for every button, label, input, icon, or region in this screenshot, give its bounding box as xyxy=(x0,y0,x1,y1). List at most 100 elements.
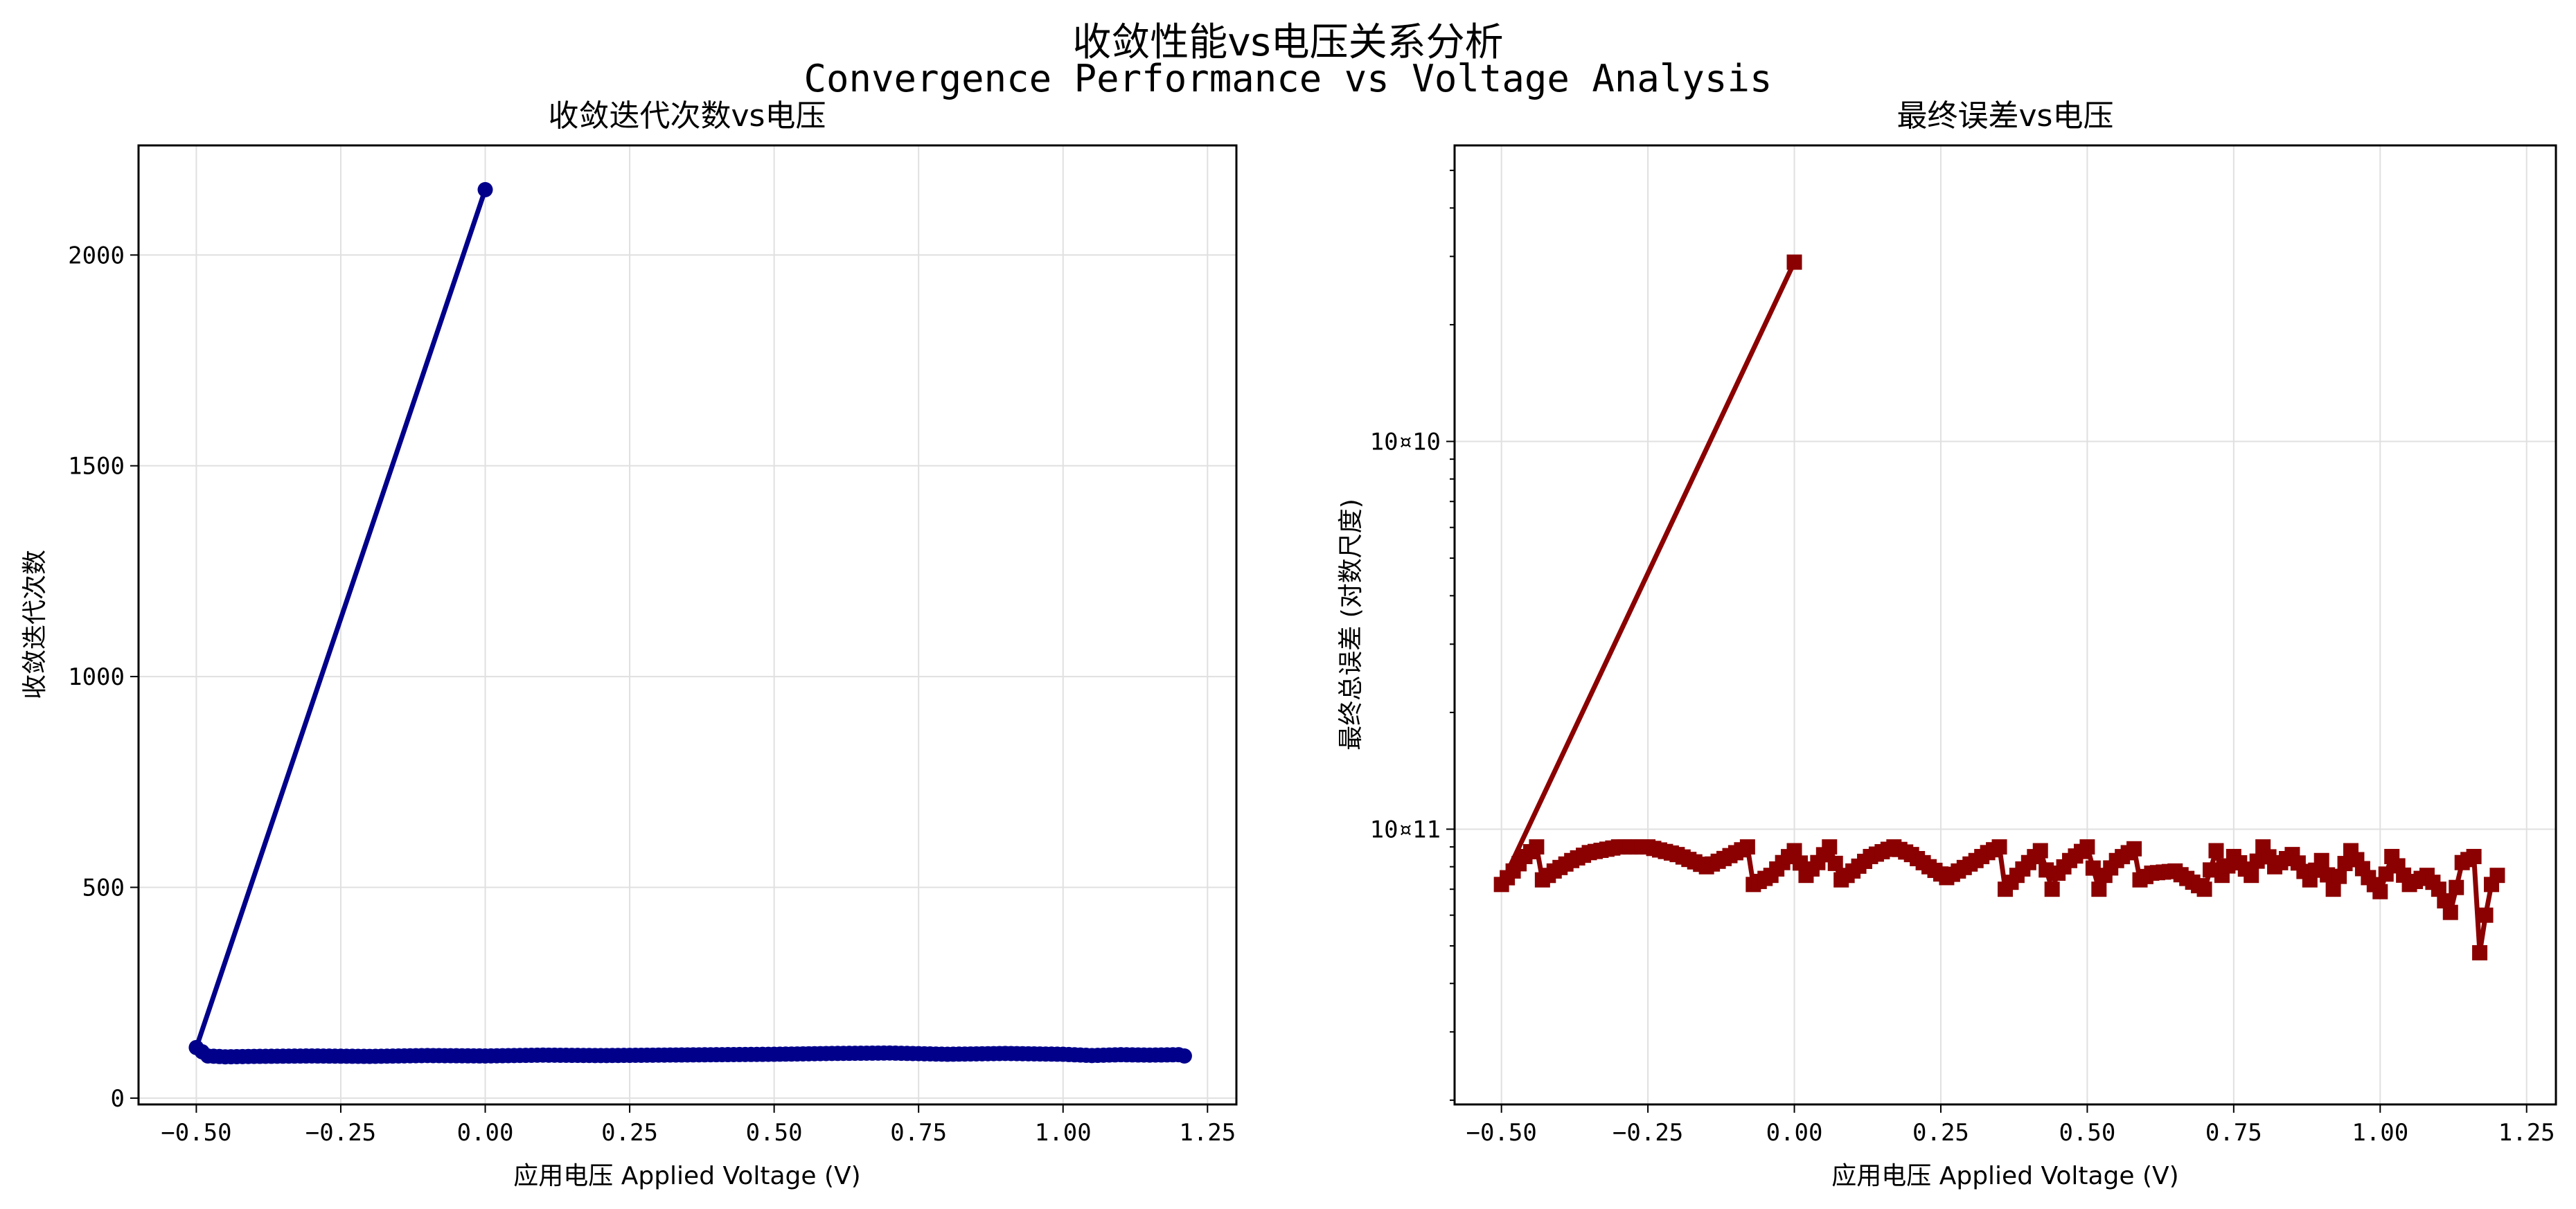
left-chart-frame xyxy=(137,144,1238,1106)
left-data-point xyxy=(934,1046,950,1062)
right-data-point xyxy=(1880,841,1896,857)
right-data-point xyxy=(2331,868,2347,884)
right-data-point xyxy=(2091,881,2107,897)
left-y-tick-label: 0 xyxy=(111,1085,125,1113)
left-chart-grid xyxy=(139,145,1236,1104)
left-chart-x-label: 应用电压 Applied Voltage (V) xyxy=(513,1162,860,1190)
left-x-tick-label: 0.00 xyxy=(457,1119,514,1147)
right-data-point xyxy=(2354,861,2370,877)
right-data-point xyxy=(2073,843,2089,859)
right-data-point xyxy=(2120,845,2136,861)
right-chart-series xyxy=(1493,254,2505,960)
right-data-point xyxy=(2425,875,2441,890)
left-data-point xyxy=(194,1044,210,1059)
right-data-point xyxy=(2208,843,2224,859)
right-data-point xyxy=(1522,844,1538,860)
left-chart-title: 收敛迭代次数vs电压 xyxy=(549,98,826,134)
left-chart-x-ticks: −0.50 −0.25 0.00 0.25 0.50 0.75 1.00 1.25 xyxy=(161,1104,1236,1147)
right-data-point xyxy=(1663,845,1679,861)
right-data-point xyxy=(1734,842,1750,858)
right-data-point xyxy=(1962,856,1978,872)
figure-title: 收敛性能vs电压关系分析 xyxy=(1072,20,1504,65)
right-data-point xyxy=(2261,849,2277,865)
left-data-point xyxy=(1107,1047,1123,1063)
left-data-point xyxy=(761,1046,776,1062)
right-data-point xyxy=(2437,893,2453,908)
left-x-tick-label: 0.50 xyxy=(746,1119,803,1147)
left-data-point xyxy=(529,1047,545,1063)
right-data-point xyxy=(1558,856,1574,872)
right-chart-final-error: 最终误差vs电压 −0.50 −0.25 0.00 0.25 0.50 0.75 1.00 1… xyxy=(1337,98,2557,1190)
right-x-tick-label: −0.50 xyxy=(1466,1119,1536,1147)
right-data-point xyxy=(1634,839,1650,855)
right-chart-grid xyxy=(1455,145,2556,1104)
left-data-point xyxy=(1165,1047,1181,1063)
right-data-point xyxy=(2366,877,2382,893)
right-data-point xyxy=(1786,254,1802,270)
right-x-tick-label: 0.50 xyxy=(2059,1119,2115,1147)
right-data-point xyxy=(2489,868,2505,884)
left-data-point xyxy=(477,181,493,197)
right-data-point xyxy=(1898,844,1914,860)
left-y-tick-label: 2000 xyxy=(68,242,125,269)
right-data-point xyxy=(2396,867,2412,883)
left-data-point xyxy=(240,1048,256,1064)
left-series-line xyxy=(193,188,1185,1059)
right-data-point xyxy=(1815,847,1831,863)
right-data-point xyxy=(1500,870,1516,886)
right-data-point xyxy=(2027,849,2043,865)
right-data-point xyxy=(1974,849,1990,865)
left-data-point xyxy=(298,1048,314,1064)
right-data-point xyxy=(2085,860,2101,876)
right-data-point xyxy=(2478,907,2494,923)
right-data-point xyxy=(2460,852,2476,868)
left-data-point xyxy=(472,1048,488,1064)
left-data-point xyxy=(356,1048,372,1064)
right-data-point xyxy=(2056,859,2072,875)
right-chart-title: 最终误差vs电压 xyxy=(1897,98,2114,134)
left-chart-y-label: 收敛迭代次数 xyxy=(21,550,49,699)
figure-subtitle: Convergence Performance vs Voltage Analy… xyxy=(803,57,1773,100)
left-data-point xyxy=(1176,1048,1192,1064)
right-data-point xyxy=(1986,842,2002,858)
right-chart-frame xyxy=(1453,144,2557,1106)
right-data-point xyxy=(2278,850,2294,866)
right-data-point xyxy=(1511,856,1527,872)
left-data-point xyxy=(1049,1046,1065,1062)
right-data-point xyxy=(1605,840,1621,856)
right-chart-y-ticks: 10¤10 10¤11 xyxy=(1370,170,1455,1101)
right-data-point xyxy=(2103,860,2119,876)
right-data-point xyxy=(1915,854,1931,870)
right-data-point xyxy=(1540,868,1556,884)
left-data-point xyxy=(587,1048,603,1064)
right-data-point xyxy=(2038,862,2054,878)
right-data-point xyxy=(2449,879,2464,895)
left-x-tick-label: −0.25 xyxy=(305,1119,376,1147)
right-chart-y-label: 最终总误差 (对数尺度) xyxy=(1337,499,1365,751)
right-data-point xyxy=(2249,853,2265,869)
right-x-tick-label: 0.25 xyxy=(1912,1119,1969,1147)
left-x-tick-label: −0.50 xyxy=(161,1119,231,1147)
left-y-tick-label: 1000 xyxy=(68,663,125,691)
left-data-point xyxy=(1136,1047,1152,1063)
right-data-point xyxy=(2044,881,2060,897)
right-data-point xyxy=(1757,870,1773,886)
right-data-point xyxy=(2413,870,2429,886)
left-chart-series xyxy=(188,181,1192,1065)
right-data-point xyxy=(2472,944,2488,960)
right-data-point xyxy=(2325,881,2341,897)
right-x-tick-label: −0.25 xyxy=(1613,1119,1683,1147)
right-y-tick-label: 10¤11 xyxy=(1370,816,1441,843)
left-data-point xyxy=(645,1047,661,1063)
right-data-point xyxy=(1792,855,1808,871)
right-data-point xyxy=(2296,863,2312,879)
left-x-tick-label: 0.25 xyxy=(601,1119,658,1147)
right-data-point xyxy=(2161,863,2177,879)
right-data-point xyxy=(1769,861,1785,877)
left-data-point xyxy=(1078,1048,1094,1064)
right-data-point xyxy=(1857,853,1873,869)
right-data-point xyxy=(2203,862,2219,878)
right-data-point xyxy=(1804,861,1820,877)
